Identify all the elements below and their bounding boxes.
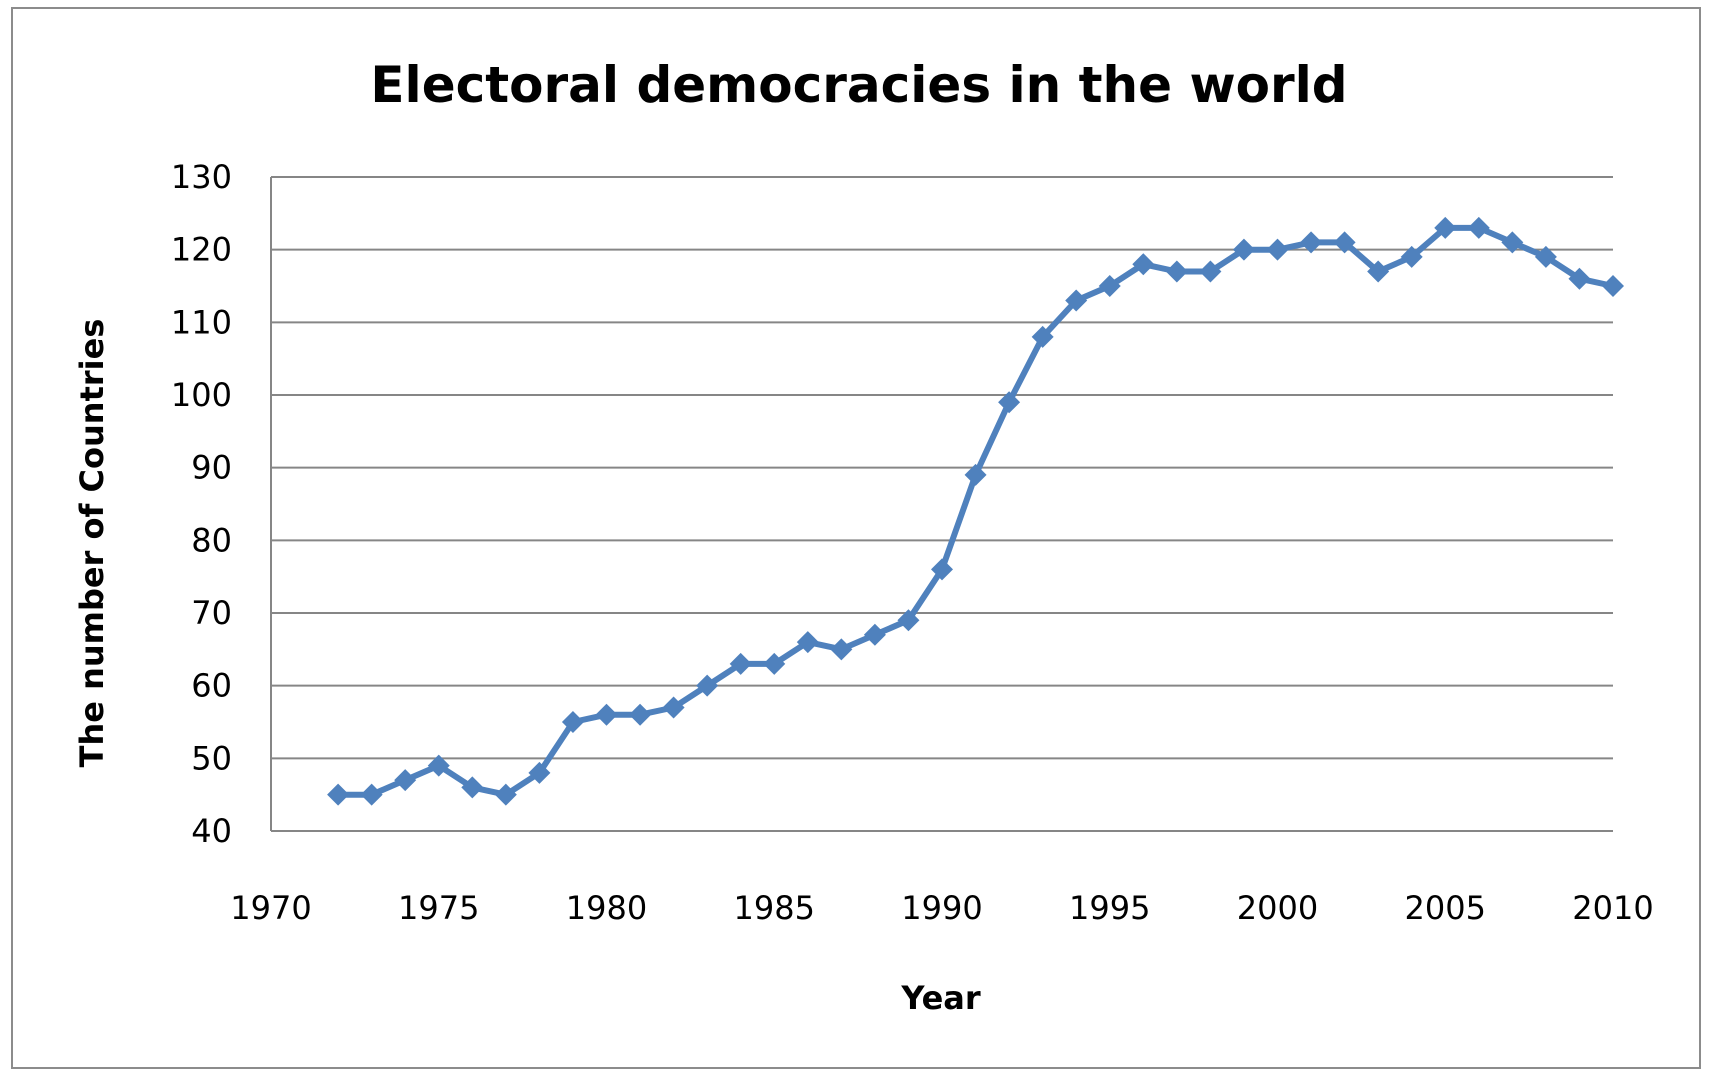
data-point-marker — [595, 703, 618, 726]
y-tick-label: 120 — [171, 231, 232, 269]
data-point-marker — [863, 623, 886, 646]
x-tick-label: 2005 — [1405, 889, 1486, 927]
series-line — [338, 224, 1614, 798]
data-point-marker — [1602, 275, 1624, 297]
data-series — [327, 216, 1624, 806]
data-point-marker — [1333, 231, 1356, 254]
data-point-marker — [830, 638, 853, 661]
y-tick-label: 130 — [171, 158, 232, 196]
y-tick-labels: 40 50 60 70 80 90 100 110 120 130 — [171, 158, 232, 850]
data-point-marker — [528, 761, 551, 784]
chart-frame — [11, 7, 1701, 1069]
data-point-marker — [461, 776, 484, 799]
data-point-marker — [561, 711, 584, 733]
x-tick-labels: 1970 1975 1980 1985 1990 1995 2000 2005 2010 — [230, 889, 1653, 927]
data-point-marker — [931, 558, 953, 581]
data-point-marker — [360, 783, 383, 806]
data-point-marker — [696, 674, 719, 697]
x-tick-label: 1980 — [566, 889, 647, 927]
data-point-marker — [1232, 238, 1255, 261]
data-point-marker — [1300, 231, 1323, 254]
y-tick-label: 100 — [171, 376, 232, 414]
data-point-marker — [662, 696, 685, 719]
data-point-marker — [629, 703, 652, 726]
y-tick-label: 50 — [191, 739, 232, 777]
data-point-marker — [1534, 245, 1557, 268]
y-tick-label: 110 — [171, 303, 232, 341]
x-tick-label: 1990 — [901, 889, 982, 927]
x-tick-label: 1970 — [230, 889, 311, 927]
data-point-marker — [494, 783, 517, 806]
y-tick-label: 60 — [191, 667, 232, 705]
data-point-marker — [1467, 216, 1490, 239]
data-point-marker — [796, 631, 819, 654]
x-tick-label: 2000 — [1237, 889, 1318, 927]
data-point-marker — [1367, 260, 1390, 283]
data-point-marker — [1568, 267, 1591, 290]
data-point-marker — [1031, 325, 1054, 348]
data-point-marker — [1501, 231, 1524, 254]
data-point-marker — [964, 463, 987, 486]
x-tick-label: 1985 — [734, 889, 815, 927]
y-tick-label: 70 — [191, 594, 232, 632]
data-point-marker — [763, 652, 786, 675]
data-point-marker — [394, 769, 417, 792]
x-axis-title: Year — [900, 979, 981, 1017]
data-point-marker — [427, 754, 450, 777]
y-tick-label: 40 — [191, 812, 232, 850]
data-point-marker — [327, 783, 350, 806]
data-point-marker — [1400, 245, 1423, 268]
x-tick-label: 2010 — [1572, 889, 1653, 927]
y-tick-label: 90 — [191, 449, 232, 487]
data-point-marker — [1199, 260, 1222, 283]
y-axis-title: The number of Countries — [73, 319, 111, 768]
data-point-marker — [1132, 253, 1155, 276]
data-point-marker — [1098, 275, 1121, 297]
axes — [270, 177, 1613, 832]
x-tick-label: 1975 — [398, 889, 479, 927]
data-point-marker — [729, 652, 752, 675]
data-point-marker — [1165, 260, 1188, 283]
chart-title: Electoral democracies in the world — [370, 56, 1347, 114]
x-tick-label: 1995 — [1069, 889, 1150, 927]
y-tick-label: 80 — [191, 521, 232, 559]
data-point-marker — [897, 609, 920, 632]
data-point-marker — [1065, 289, 1088, 312]
data-point-marker — [1434, 216, 1457, 239]
gridlines — [271, 176, 1613, 760]
data-point-marker — [1266, 238, 1289, 261]
data-point-marker — [998, 391, 1021, 414]
